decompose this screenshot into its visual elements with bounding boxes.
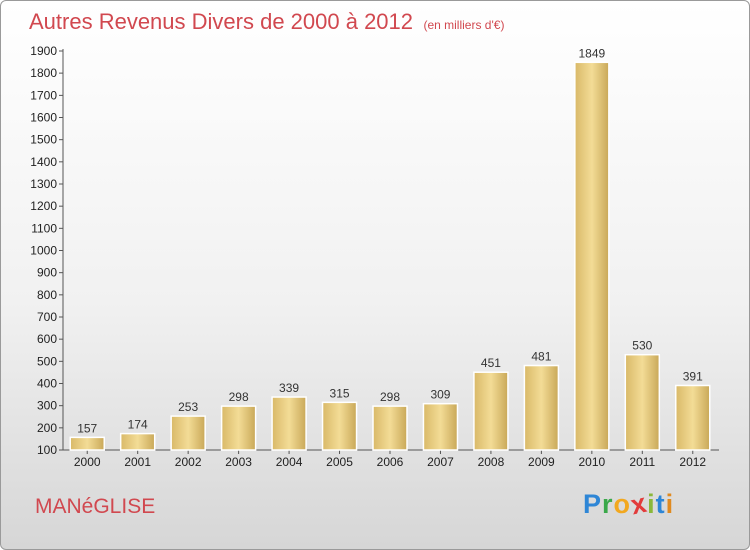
bar — [119, 432, 156, 451]
bar — [523, 364, 560, 451]
y-tick-label: 200 — [37, 421, 57, 435]
bar — [624, 353, 661, 451]
x-tick-label: 2012 — [679, 455, 706, 469]
y-tick-label: 100 — [37, 443, 57, 457]
logo-letter: i — [665, 489, 675, 519]
y-tick-label: 1900 — [30, 44, 57, 58]
bar-value-label: 157 — [77, 421, 97, 435]
title-row: Autres Revenus Divers de 2000 à 2012 (en… — [29, 9, 504, 35]
y-tick-label: 1700 — [30, 88, 57, 102]
bar-layer: 157 174 253 298 339 315 298 309 451 481 1849 530 391 — [69, 46, 711, 451]
y-tick-label: 1300 — [30, 177, 57, 191]
y-tick-label: 700 — [37, 310, 57, 324]
x-tick-label: 2009 — [528, 455, 555, 469]
x-tick-label: 2003 — [225, 455, 252, 469]
y-tick-label: 1100 — [31, 221, 57, 235]
y-tick-label: 500 — [37, 354, 57, 368]
commune-name: MANéGLISE — [35, 495, 156, 518]
y-tick-label: 400 — [37, 377, 57, 391]
y-tick-label: 1800 — [30, 66, 57, 80]
y-tick-label: 1600 — [30, 111, 57, 125]
bar-value-label: 174 — [128, 418, 148, 432]
x-tick-label: 2006 — [377, 455, 404, 469]
bar — [422, 402, 459, 451]
bar — [574, 61, 610, 451]
y-tick-label: 300 — [37, 399, 57, 413]
logo-letter: t — [655, 489, 666, 519]
proxiti-logo: Proxiti — [583, 488, 675, 521]
x-tick-label: 2011 — [629, 455, 655, 469]
logo-letter: i — [647, 489, 656, 519]
bar-value-label: 298 — [380, 390, 400, 404]
y-tick-label: 1500 — [30, 133, 57, 147]
bar — [170, 415, 206, 451]
x-tick-label: 2001 — [124, 455, 151, 469]
y-tick-label: 1400 — [30, 155, 57, 169]
bar — [271, 396, 307, 451]
bar — [220, 405, 257, 451]
bar — [69, 436, 105, 451]
logo-letter: o — [613, 489, 632, 519]
bar-value-label: 339 — [279, 381, 299, 395]
logo-letter: r — [602, 489, 614, 519]
bar — [321, 401, 358, 451]
y-tick-label: 1000 — [30, 244, 57, 258]
bar-value-label: 253 — [178, 400, 198, 414]
y-tick-label: 600 — [37, 332, 57, 346]
axis-layer: 100 200 300 400 500 600 700 800 900 1000 1100 1200 1… — [30, 44, 719, 469]
x-tick-label: 2004 — [276, 455, 303, 469]
x-tick-label: 2002 — [175, 455, 202, 469]
y-tick-label: 800 — [37, 288, 57, 302]
bar-value-label: 530 — [632, 339, 652, 353]
x-tick-label: 2010 — [578, 455, 605, 469]
x-tick-label: 2000 — [74, 455, 101, 469]
bar-value-label: 1849 — [578, 46, 605, 60]
bar — [473, 371, 509, 451]
bar-value-label: 309 — [430, 388, 450, 402]
x-tick-label: 2008 — [478, 455, 505, 469]
bar-value-label: 481 — [531, 350, 551, 364]
y-tick-label: 900 — [37, 266, 57, 280]
x-tick-label: 2005 — [326, 455, 353, 469]
x-tick-label: 2007 — [427, 455, 454, 469]
chart-subtitle: (en milliers d'€) — [423, 18, 505, 32]
bar-value-label: 391 — [683, 369, 703, 383]
y-tick-label: 1200 — [30, 199, 57, 213]
bar — [675, 384, 711, 451]
logo-letter: P — [583, 489, 603, 519]
chart-title: Autres Revenus Divers de 2000 à 2012 — [29, 9, 414, 34]
bar-value-label: 298 — [229, 390, 249, 404]
bar-value-label: 315 — [330, 386, 350, 400]
bar — [372, 405, 408, 451]
bar-value-label: 451 — [481, 356, 501, 370]
